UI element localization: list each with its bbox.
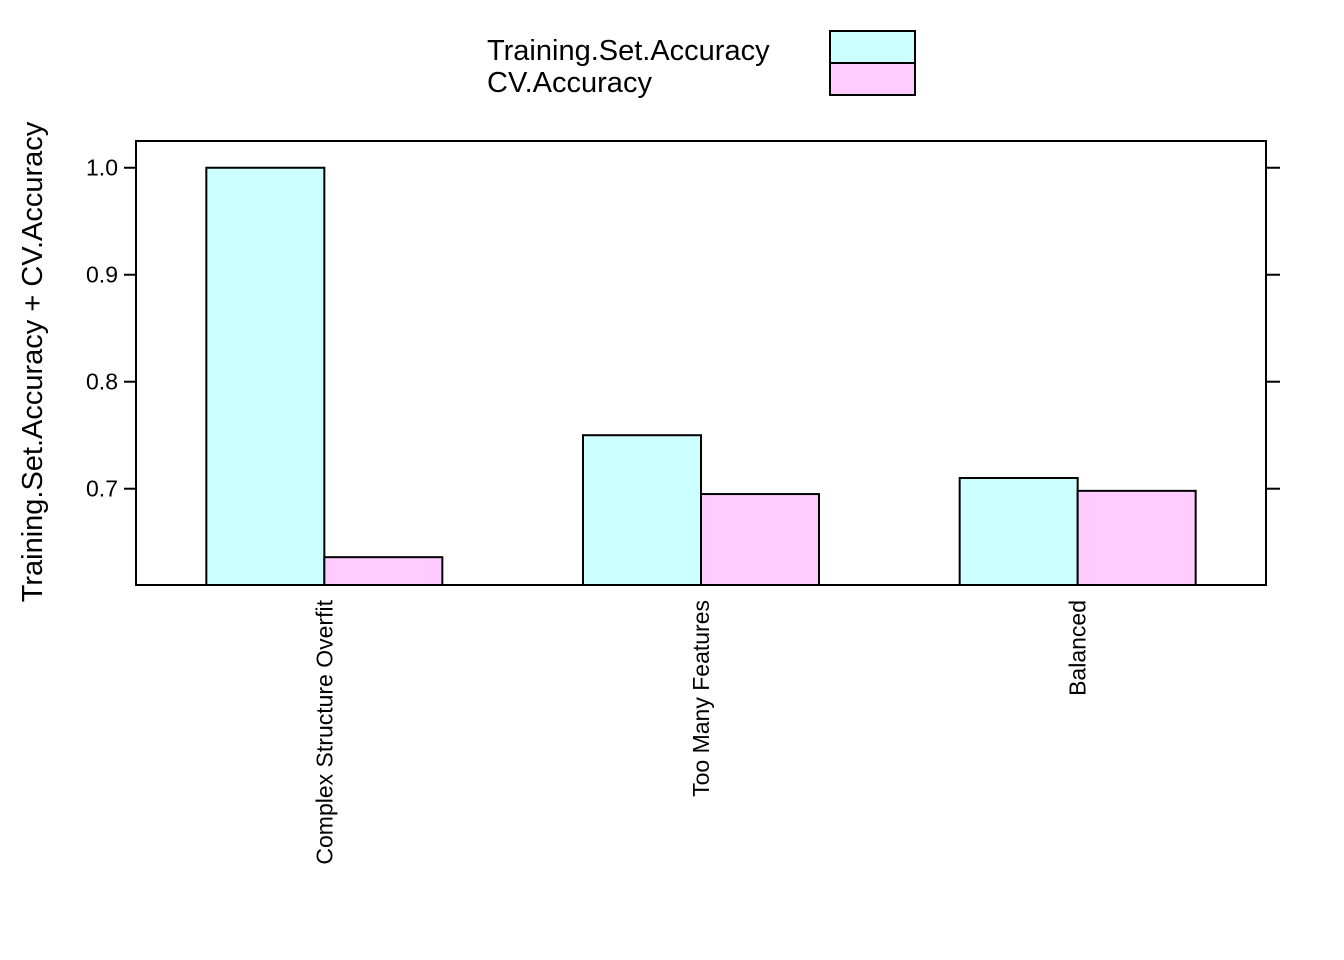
legend-swatch — [829, 30, 916, 64]
bars — [205, 166, 1197, 587]
bar-training-set-accuracy — [205, 166, 326, 587]
y-axis-label: Training.Set.Accuracy + CV.Accuracy — [17, 121, 49, 602]
bar-cv-accuracy — [1076, 489, 1197, 587]
x-tick-label: Too Many Features — [688, 600, 714, 797]
x-tick-label: Balanced — [1065, 600, 1091, 696]
x-tick-label: Complex Structure Overfit — [311, 599, 337, 864]
y-axis: 0.7 0.8 0.9 1.0 — [86, 155, 1280, 502]
bar-cv-accuracy — [700, 493, 820, 586]
y-tick-label: 1.0 — [86, 155, 118, 181]
y-tick-label: 0.7 — [86, 476, 118, 502]
bar-training-set-accuracy — [582, 434, 702, 586]
x-axis: Complex Structure Overfit Too Many Featur… — [311, 599, 1090, 864]
legend-label: CV.Accuracy — [487, 67, 652, 99]
legend-label: Training.Set.Accuracy — [487, 35, 770, 67]
y-tick-label: 0.9 — [86, 262, 118, 288]
bar-training-set-accuracy — [958, 477, 1079, 587]
plot-frame — [135, 140, 1267, 586]
bar-cv-accuracy — [323, 556, 444, 586]
legend-swatch — [829, 62, 916, 96]
y-tick-label: 0.8 — [86, 369, 118, 395]
